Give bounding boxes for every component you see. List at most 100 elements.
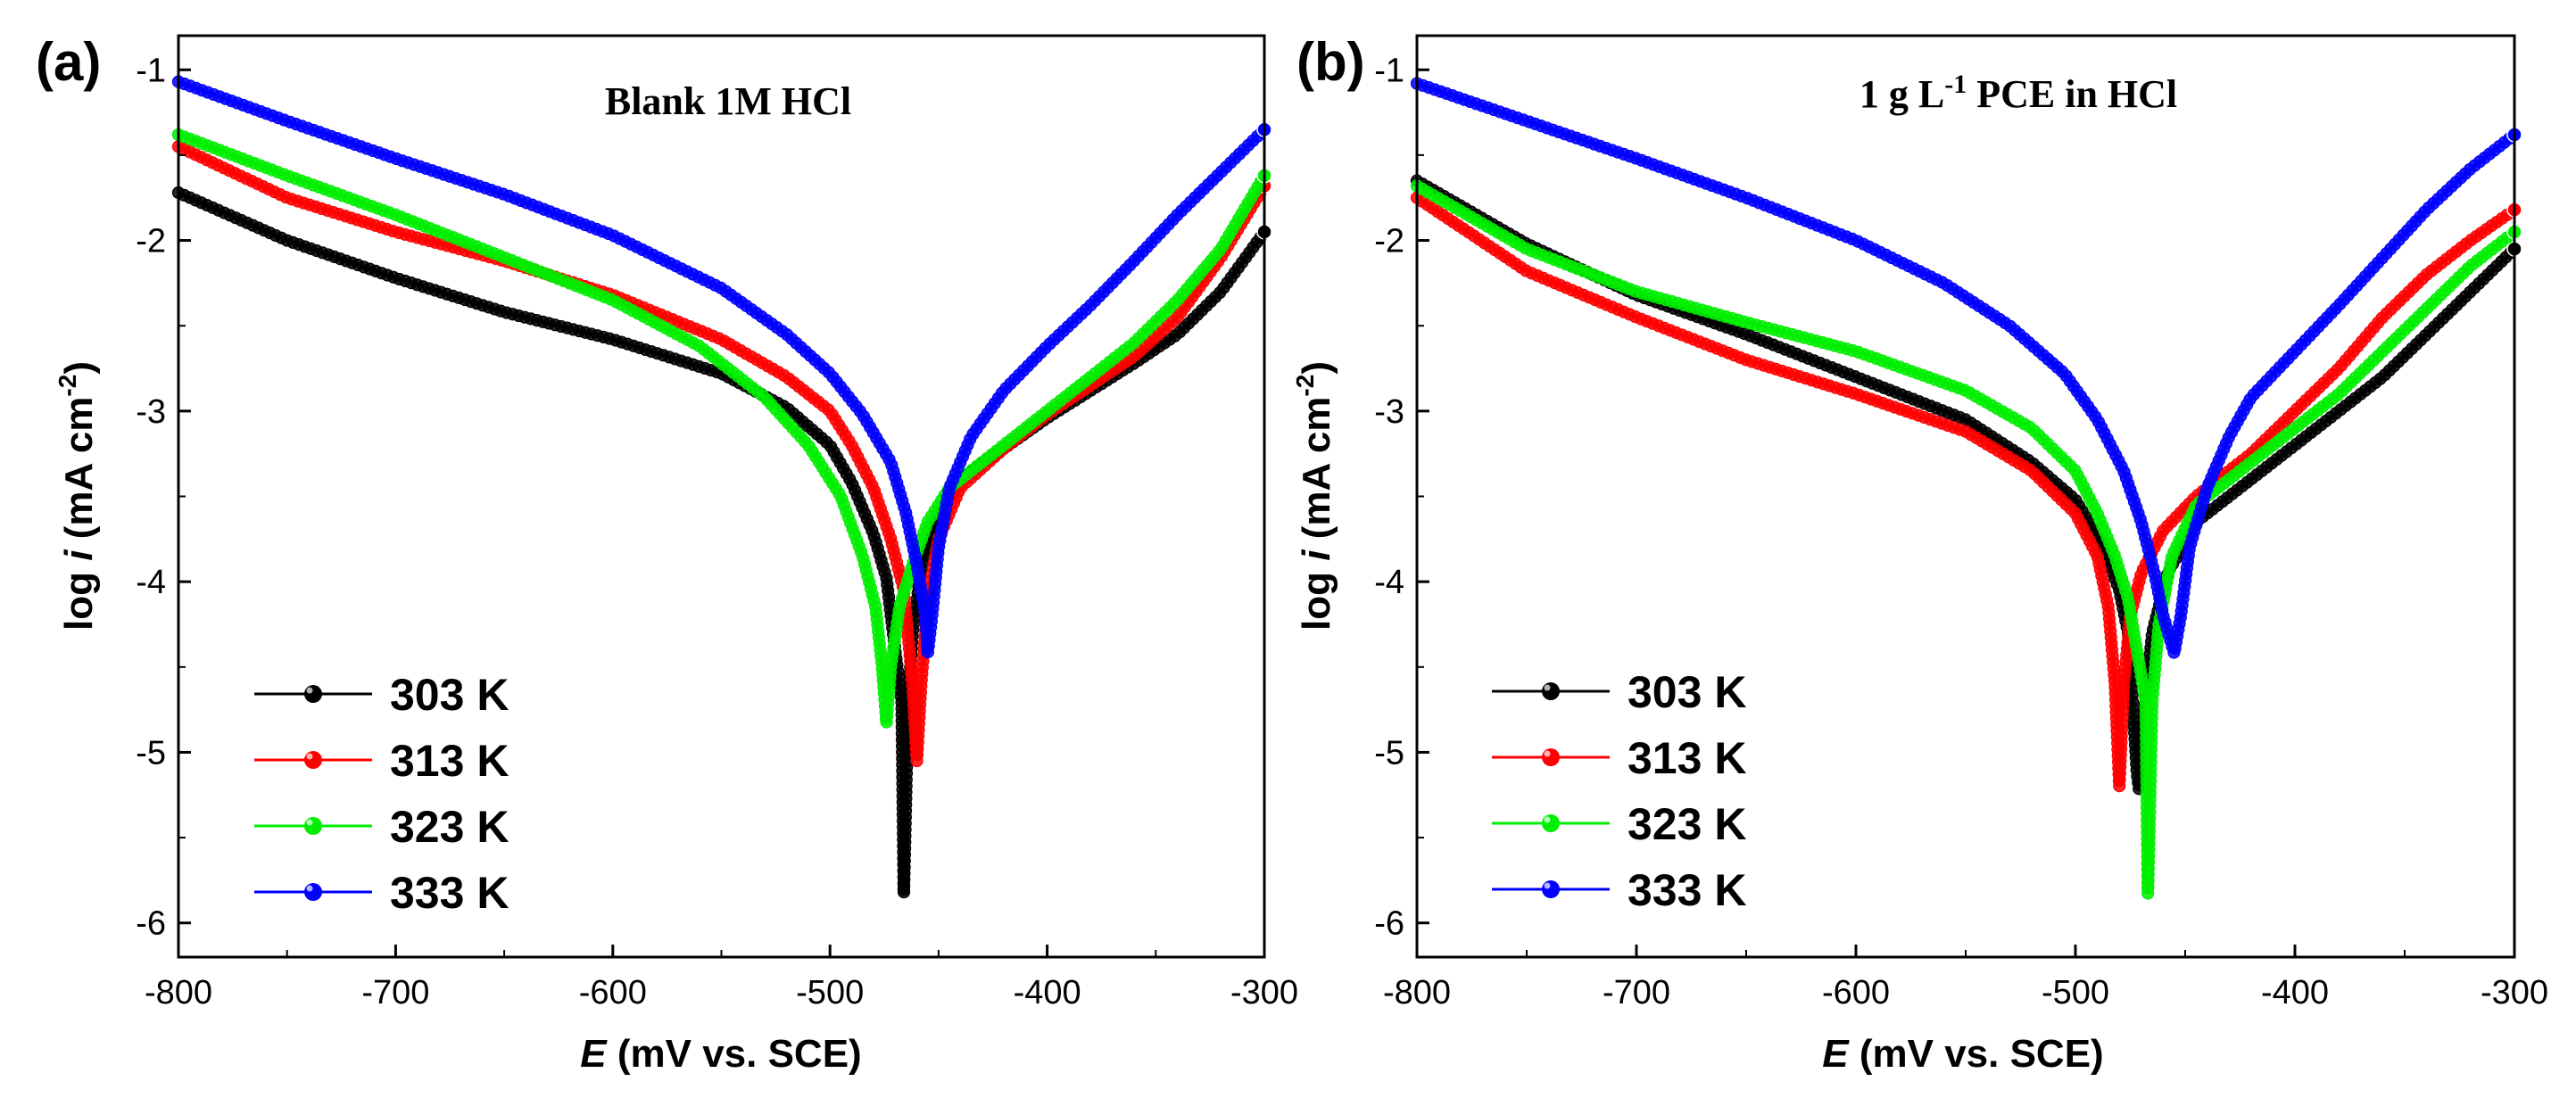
legend-marker-highlight bbox=[306, 819, 313, 826]
y-axis-label-sup-a: -2 bbox=[54, 375, 81, 397]
chart-title-b-sup: -1 bbox=[1944, 70, 1967, 99]
legend-marker-highlight bbox=[306, 885, 313, 892]
legend-entry: 333 K bbox=[1492, 865, 1746, 915]
series-line bbox=[178, 145, 1265, 762]
x-tick-label: -800 bbox=[145, 974, 212, 1011]
legend-marker bbox=[304, 751, 322, 769]
y-axis-ticks-b: -6 -5 -4 -3 -2 -1 bbox=[1374, 52, 1429, 943]
x-tick-label: -800 bbox=[1383, 974, 1451, 1011]
legend-marker-highlight bbox=[1544, 816, 1551, 823]
chart-title-b: 1 g L-1 PCE in HCl bbox=[1860, 70, 2177, 116]
x-tick-label: -700 bbox=[361, 974, 429, 1011]
x-axis-label-rest-b: (mV vs. SCE) bbox=[1849, 1032, 2104, 1076]
legend-label: 323 K bbox=[1628, 799, 1746, 849]
legend-label: 333 K bbox=[1628, 865, 1746, 915]
x-tick-label: -500 bbox=[796, 974, 864, 1011]
y-axis-label-end-a: ) bbox=[57, 361, 101, 375]
legend-entry: 333 K bbox=[254, 868, 509, 918]
legend-entry: 303 K bbox=[1492, 667, 1746, 717]
legend-marker bbox=[1542, 682, 1560, 700]
y-tick-label: -2 bbox=[1374, 223, 1404, 260]
legend-entry: 303 K bbox=[254, 670, 509, 720]
legend-entry: 313 K bbox=[1492, 733, 1746, 783]
y-axis-label-rest-a: (mA cm bbox=[57, 397, 101, 550]
y-tick-label: -4 bbox=[136, 564, 166, 601]
x-axis-ticks-a: -800 -700 -600 -500 -400 -300 bbox=[145, 945, 1298, 1011]
y-axis-label-prefix-b: log bbox=[1295, 561, 1338, 631]
x-tick-label: -700 bbox=[1603, 974, 1670, 1011]
legend-marker-highlight bbox=[306, 753, 313, 760]
legend-a: 303 K 313 K 323 K 333 K bbox=[254, 670, 509, 918]
legend-marker bbox=[304, 817, 322, 835]
legend-entry: 323 K bbox=[254, 802, 509, 852]
legend-marker-highlight bbox=[306, 687, 313, 694]
y-tick-label: -1 bbox=[136, 52, 166, 89]
y-axis-label-italic-b: i bbox=[1295, 549, 1338, 561]
x-tick-label: -600 bbox=[1822, 974, 1890, 1011]
y-axis-label-rest-b: (mA cm bbox=[1295, 397, 1338, 550]
legend-marker bbox=[1542, 814, 1560, 832]
legend-label: 323 K bbox=[390, 802, 509, 852]
legend-marker bbox=[1542, 748, 1560, 766]
x-tick-label: -400 bbox=[1014, 974, 1081, 1011]
x-axis-label-italic-b: E bbox=[1822, 1032, 1850, 1076]
y-axis-ticks-a: -6 -5 -4 -3 -2 -1 bbox=[136, 52, 191, 943]
legend-label: 303 K bbox=[1628, 667, 1746, 717]
y-tick-label: -3 bbox=[1374, 393, 1404, 431]
y-tick-label: -4 bbox=[1374, 564, 1404, 601]
plot-area-a bbox=[171, 75, 1272, 899]
y-tick-label: -1 bbox=[1374, 52, 1404, 89]
x-tick-label: -300 bbox=[2481, 974, 2548, 1011]
legend-b: 303 K 313 K 323 K 333 K bbox=[1492, 667, 1746, 915]
y-axis-label-a: log i (mA cm-2) bbox=[54, 361, 101, 631]
legend-marker-highlight bbox=[1544, 750, 1551, 757]
plot-frame-b bbox=[1415, 34, 2516, 959]
y-tick-label: -3 bbox=[136, 393, 166, 431]
y-axis-label-sup-b: -2 bbox=[1291, 375, 1319, 397]
legend-label: 333 K bbox=[390, 868, 509, 918]
panel-label-a: (a) bbox=[36, 32, 101, 92]
legend-marker-highlight bbox=[1544, 684, 1551, 691]
y-axis-label-italic-a: i bbox=[57, 549, 101, 561]
y-axis-label-prefix-a: log bbox=[57, 561, 101, 631]
legend-marker-highlight bbox=[1544, 882, 1551, 889]
x-tick-label: -300 bbox=[1230, 974, 1298, 1011]
panel-b: -800 -700 -600 -500 -400 -300 -6 -5 -4 -3 -2 -1 (b… bbox=[1291, 32, 2548, 1076]
chart-title-b-pre: 1 g L bbox=[1860, 72, 1944, 116]
y-tick-label: -5 bbox=[1374, 734, 1404, 772]
panel-label-b: (b) bbox=[1296, 32, 1365, 92]
series-line bbox=[178, 134, 1265, 724]
x-tick-label: -400 bbox=[2261, 974, 2329, 1011]
panel-a: -800 -700 -600 -500 -400 -300 -6 -5 -4 -3 -2 -1 (a… bbox=[36, 32, 1298, 1076]
plot-frame-a bbox=[177, 34, 1266, 959]
x-axis-label-b: E (mV vs. SCE) bbox=[1822, 1032, 2103, 1076]
y-tick-label: -5 bbox=[136, 734, 166, 772]
series-333k bbox=[1410, 77, 2522, 659]
series-333k bbox=[171, 75, 1272, 659]
x-axis-ticks-b: -800 -700 -600 -500 -400 -300 bbox=[1383, 945, 2548, 1011]
chart-title-b-post: PCE in HCl bbox=[1967, 72, 2177, 116]
series-313k bbox=[171, 140, 1272, 768]
x-axis-label-a: E (mV vs. SCE) bbox=[580, 1032, 861, 1076]
y-tick-label: -2 bbox=[136, 223, 166, 260]
plot-area-b bbox=[1410, 77, 2522, 900]
legend-label: 303 K bbox=[390, 670, 509, 720]
legend-marker bbox=[1542, 880, 1560, 898]
x-tick-label: -600 bbox=[579, 974, 647, 1011]
legend-entry: 323 K bbox=[1492, 799, 1746, 849]
y-axis-label-b: log i (mA cm-2) bbox=[1291, 361, 1338, 631]
x-tick-label: -500 bbox=[2042, 974, 2109, 1011]
legend-label: 313 K bbox=[1628, 733, 1746, 783]
y-tick-label: -6 bbox=[1374, 905, 1404, 943]
y-axis-label-end-b: ) bbox=[1295, 361, 1338, 375]
series-323k bbox=[1410, 179, 2522, 900]
legend-marker bbox=[304, 685, 322, 703]
chart-title-a: Blank 1M HCl bbox=[605, 79, 851, 123]
legend-label: 313 K bbox=[390, 736, 509, 786]
series-313k bbox=[1410, 191, 2522, 793]
x-axis-label-italic-a: E bbox=[580, 1032, 608, 1076]
x-axis-label-rest-a: (mV vs. SCE) bbox=[607, 1032, 862, 1076]
series-323k bbox=[171, 128, 1272, 729]
series-line bbox=[1416, 82, 2515, 654]
